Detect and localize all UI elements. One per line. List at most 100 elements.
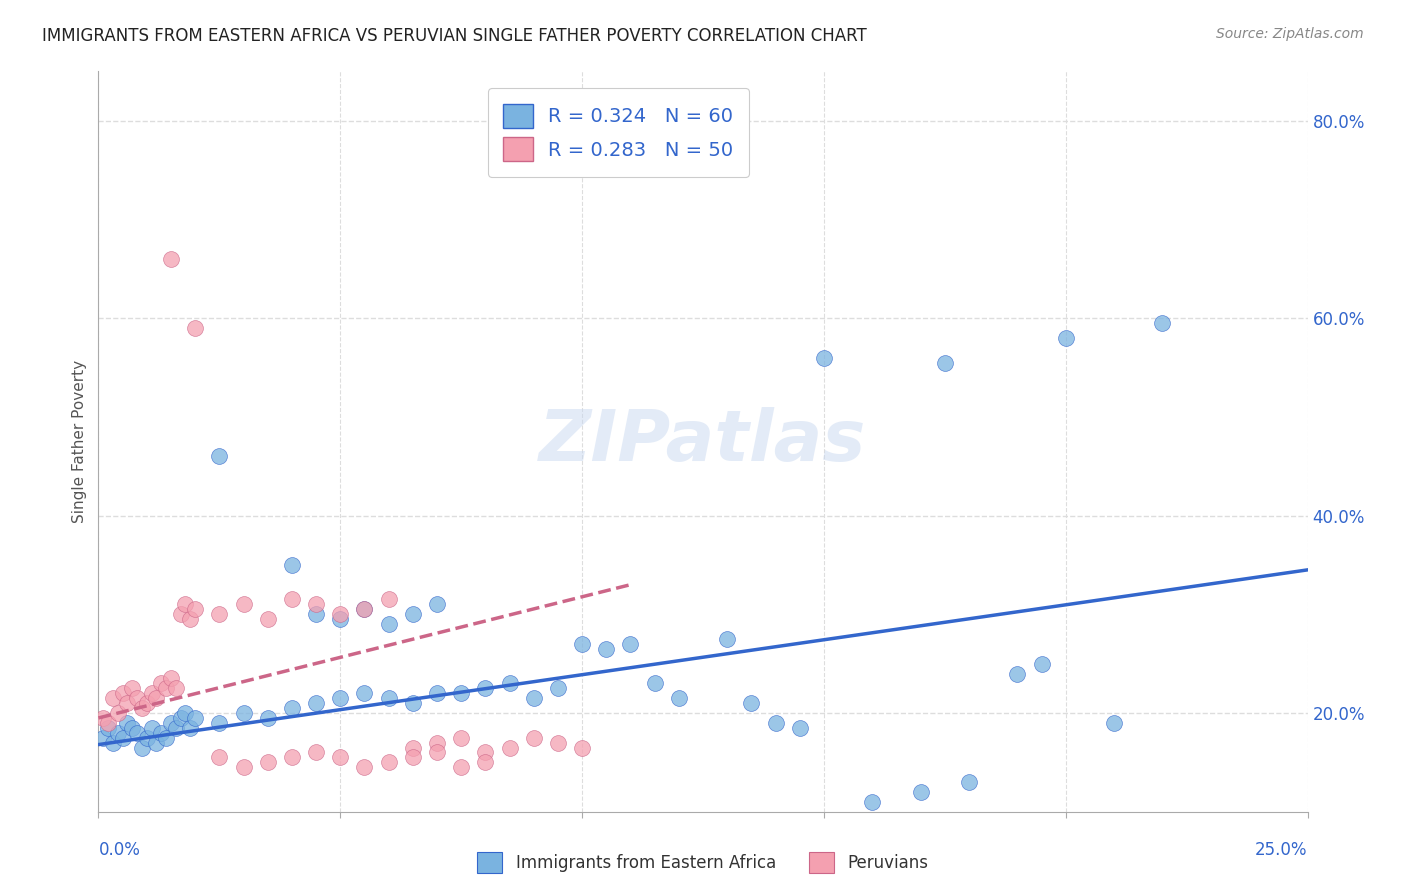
Point [165,681,187,696]
Text: ZIPatlas: ZIPatlas [540,407,866,476]
Point [426,746,449,760]
Point [127,725,149,739]
Point [644,676,666,690]
Point [208,750,231,764]
Point [329,750,352,764]
Point [117,696,139,710]
Point [305,696,328,710]
Point [571,740,593,755]
Point [97,715,120,730]
Point [232,706,254,720]
Text: 0.0%: 0.0% [98,841,141,859]
Point [934,355,956,369]
Point [377,592,399,607]
Point [305,746,328,760]
Point [910,785,932,799]
Point [256,612,278,626]
Point [547,736,569,750]
Point [165,721,187,735]
Point [135,696,157,710]
Point [450,760,472,774]
Point [101,691,124,706]
Point [765,715,787,730]
Point [498,740,520,755]
Point [107,725,129,739]
Point [208,450,231,464]
Point [184,711,207,725]
Point [208,607,231,622]
Point [256,756,278,770]
Point [281,750,304,764]
Point [1031,657,1053,671]
Point [547,681,569,696]
Legend: R = 0.324   N = 60, R = 0.283   N = 50: R = 0.324 N = 60, R = 0.283 N = 50 [488,88,749,177]
Point [141,686,163,700]
Point [377,756,399,770]
Point [450,731,472,745]
Point [160,672,183,686]
Point [141,721,163,735]
Point [145,691,167,706]
Point [184,321,207,335]
Point [523,731,546,745]
Point [716,632,738,646]
Point [957,775,980,789]
Point [329,607,352,622]
Point [571,637,593,651]
Point [174,598,197,612]
Point [498,676,520,690]
Point [402,740,425,755]
Point [91,731,114,745]
Point [740,696,762,710]
Point [305,607,328,622]
Legend: Immigrants from Eastern Africa, Peruvians: Immigrants from Eastern Africa, Peruvian… [471,846,935,880]
Point [111,731,134,745]
Point [160,252,183,266]
Point [150,676,173,690]
Point [131,701,153,715]
Point [232,760,254,774]
Point [789,721,811,735]
Point [101,736,124,750]
Point [1054,331,1077,345]
Point [305,598,328,612]
Point [121,721,143,735]
Point [150,725,173,739]
Point [135,731,157,745]
Point [232,598,254,612]
Point [860,795,883,809]
Point [450,686,472,700]
Point [402,607,425,622]
Point [402,696,425,710]
Point [523,691,546,706]
Text: IMMIGRANTS FROM EASTERN AFRICA VS PERUVIAN SINGLE FATHER POVERTY CORRELATION CHA: IMMIGRANTS FROM EASTERN AFRICA VS PERUVI… [42,27,868,45]
Point [329,612,352,626]
Point [107,706,129,720]
Point [127,691,149,706]
Point [1152,316,1174,330]
Point [256,711,278,725]
Point [426,736,449,750]
Point [131,740,153,755]
Point [668,691,690,706]
Point [155,731,177,745]
Text: Source: ZipAtlas.com: Source: ZipAtlas.com [1216,27,1364,41]
Point [179,612,201,626]
Point [174,706,197,720]
Point [329,691,352,706]
Point [474,681,496,696]
Point [169,711,191,725]
Point [619,637,641,651]
Point [111,686,134,700]
Point [1102,715,1125,730]
Point [353,602,375,616]
Point [402,750,425,764]
Point [353,602,375,616]
Point [155,681,177,696]
Y-axis label: Single Father Poverty: Single Father Poverty [72,360,87,523]
Point [377,617,399,632]
Point [474,756,496,770]
Text: 25.0%: 25.0% [1256,841,1308,859]
Point [813,351,835,365]
Point [426,686,449,700]
